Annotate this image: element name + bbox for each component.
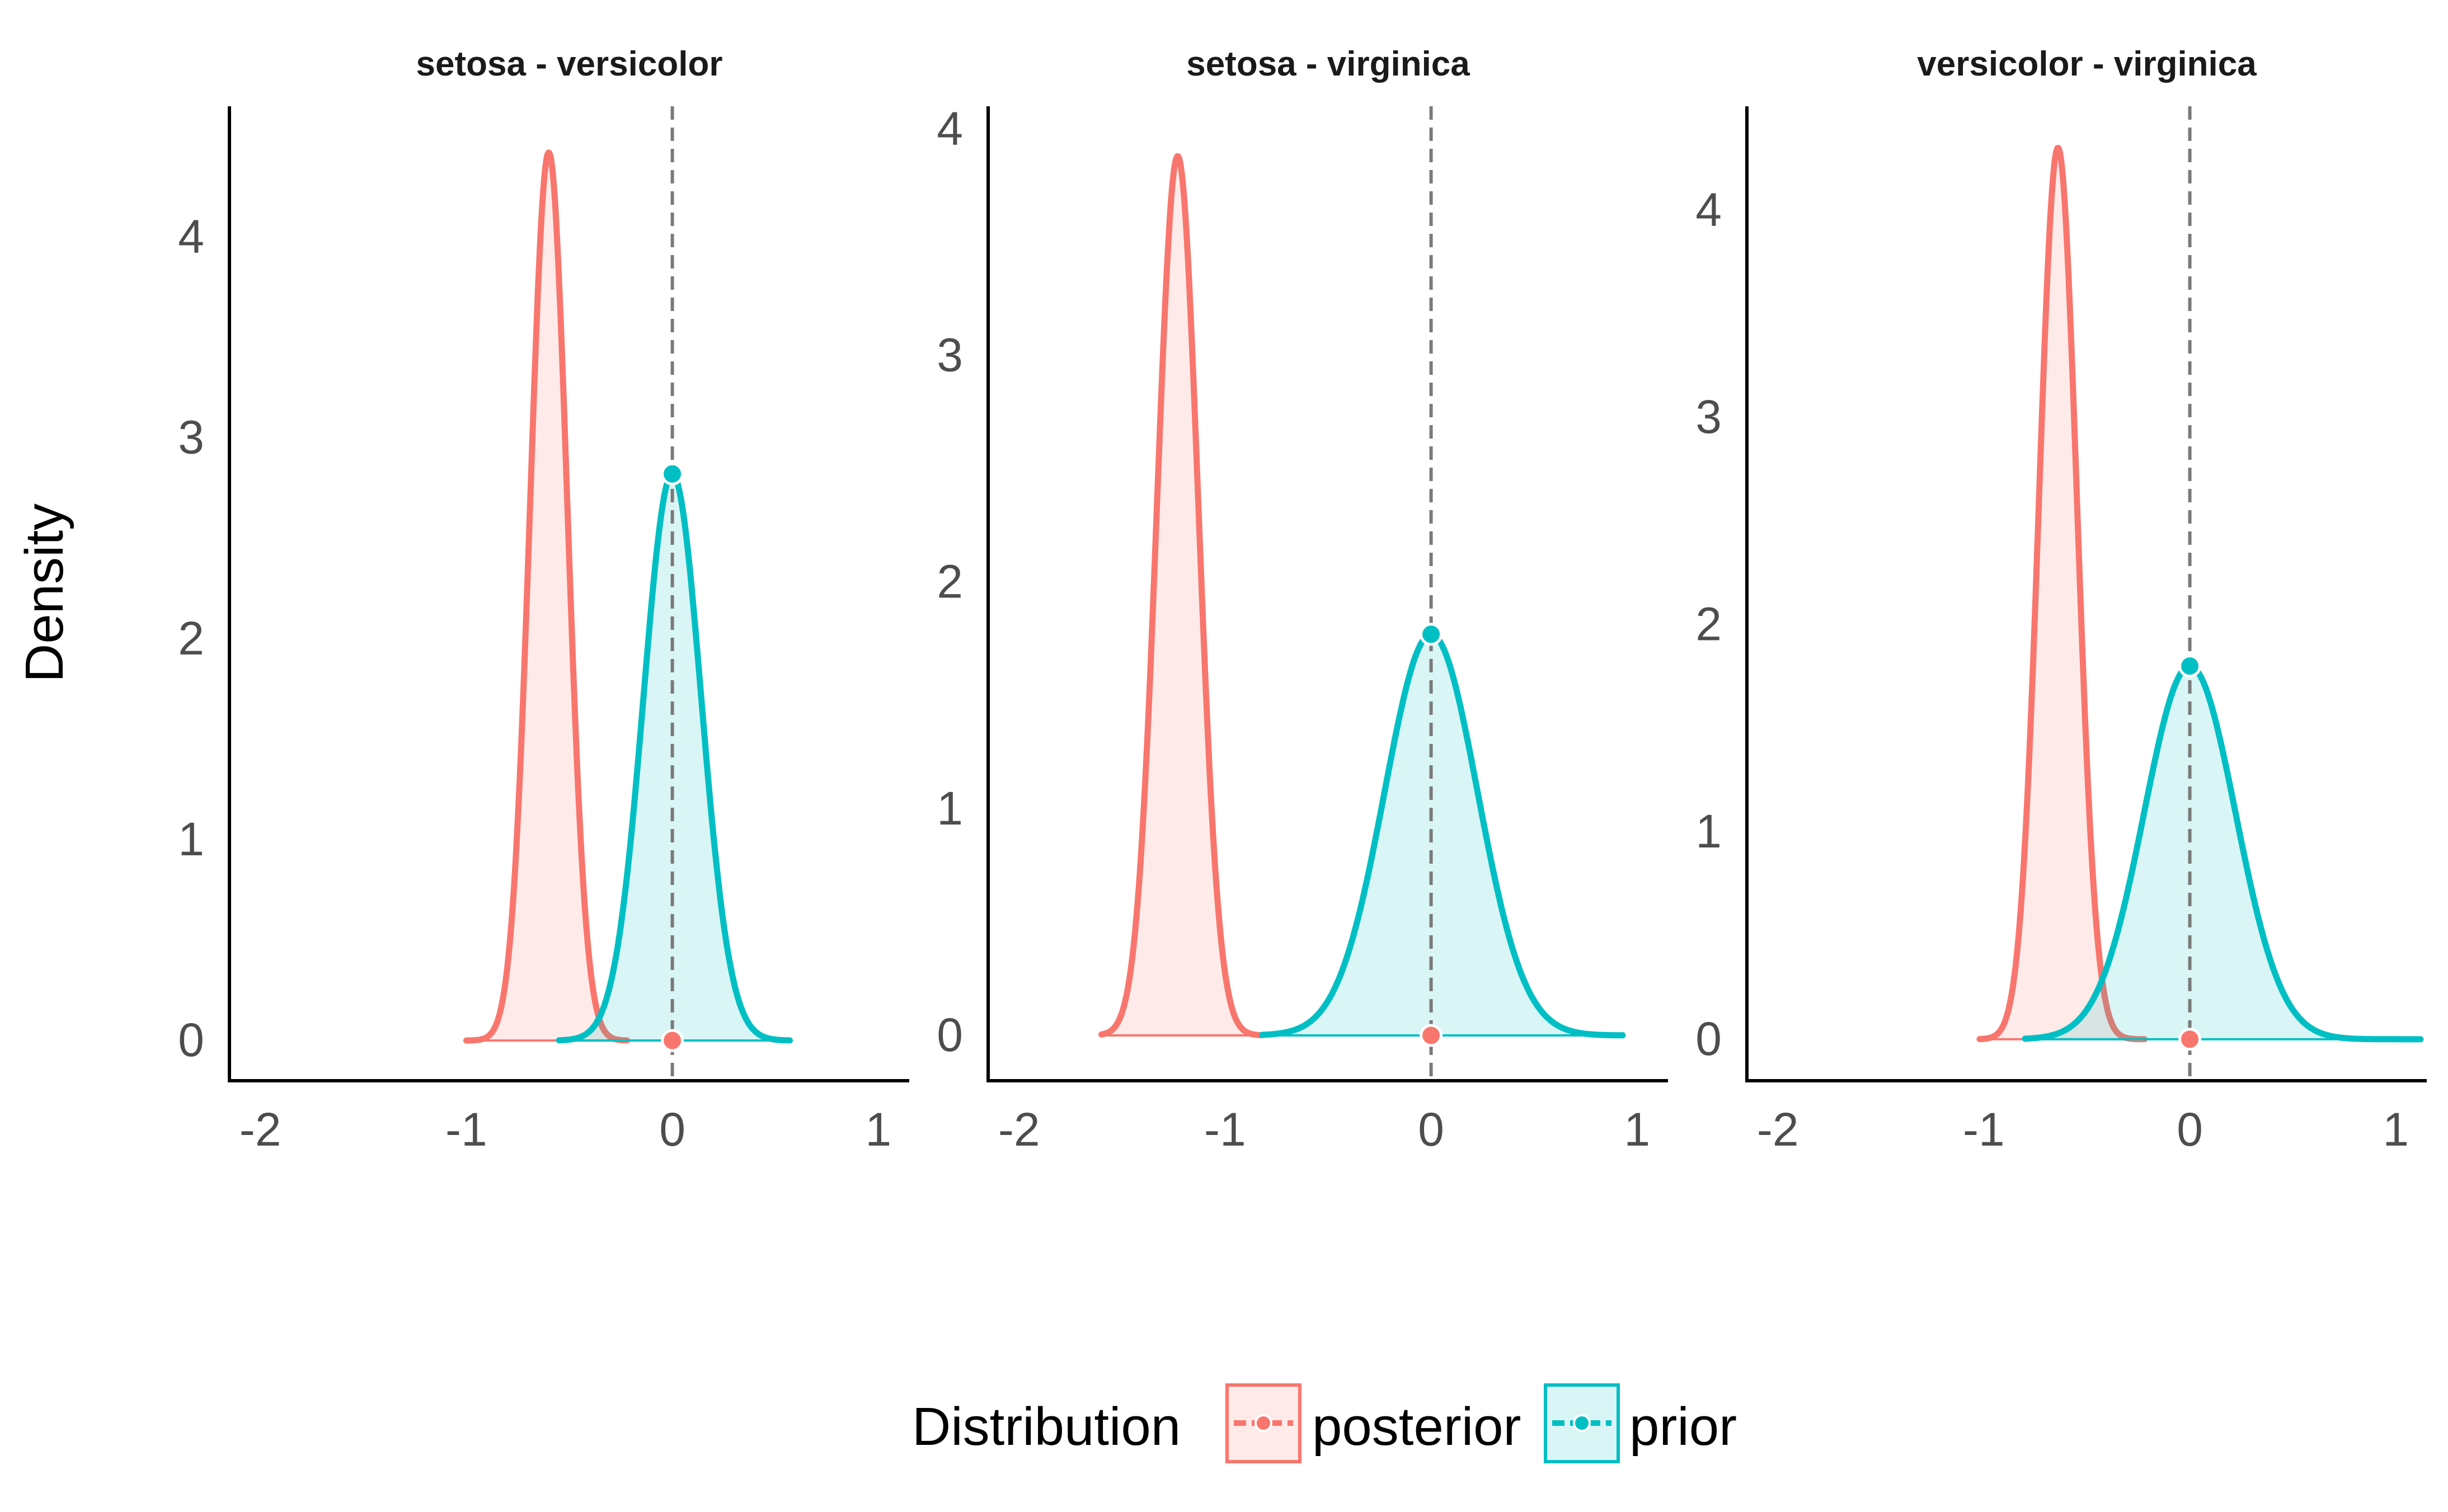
series-prior xyxy=(2022,663,2424,1043)
facet-panel: setosa - virginica 0 1 2 3 4 -2 -1 0 1 xyxy=(937,45,1668,1156)
y-tick-label: 0 xyxy=(1695,1012,1722,1065)
x-tick-label: 0 xyxy=(1418,1103,1444,1156)
facet-panel: versicolor - virginica 0 1 2 3 4 -2 -1 0 1 xyxy=(1695,45,2427,1156)
y-tick-label: 4 xyxy=(178,210,204,262)
point-posterior-at-zero xyxy=(661,1029,684,1052)
series-prior xyxy=(1259,631,1626,1039)
density-area xyxy=(2025,666,2421,1039)
x-tick-label: -1 xyxy=(445,1103,487,1156)
legend-label-posterior: posterior xyxy=(1312,1397,1521,1457)
y-tick-label: 2 xyxy=(1695,598,1722,651)
x-tick-label: 1 xyxy=(2383,1103,2409,1156)
point-prior-at-zero xyxy=(1420,623,1443,646)
x-tick-label: -1 xyxy=(1204,1103,1246,1156)
y-tick-label: 1 xyxy=(1695,805,1722,858)
y-tick-label: 2 xyxy=(937,555,963,608)
x-tick-label: 0 xyxy=(2177,1103,2203,1156)
facet-title: setosa - virginica xyxy=(1186,45,1470,83)
point-prior-at-zero xyxy=(2178,654,2202,678)
density-area xyxy=(1980,148,2145,1039)
y-axis-title: Density xyxy=(15,503,74,682)
legend-key-point-posterior xyxy=(1254,1414,1272,1432)
legend-label-prior: prior xyxy=(1629,1397,1737,1457)
density-curve xyxy=(2022,663,2424,1043)
x-tick-label: -1 xyxy=(1963,1103,2005,1156)
legend-entry-posterior: posterior xyxy=(1225,1383,1521,1463)
y-tick-label: 1 xyxy=(937,782,963,835)
x-tick-label: -2 xyxy=(239,1103,281,1156)
density-area xyxy=(559,474,790,1041)
point-posterior-at-zero xyxy=(1420,1024,1443,1047)
x-tick-label: 1 xyxy=(865,1103,891,1156)
series-prior xyxy=(556,470,793,1044)
legend-entry-prior: prior xyxy=(1544,1383,1737,1463)
y-tick-label: 0 xyxy=(937,1009,963,1061)
x-tick-label: -2 xyxy=(998,1103,1040,1156)
y-tick-label: 0 xyxy=(178,1014,204,1066)
legend-title: Distribution xyxy=(912,1397,1181,1457)
density-curve xyxy=(1976,145,2148,1043)
facet-title: versicolor - virginica xyxy=(1917,45,2257,83)
point-prior-at-zero xyxy=(661,462,684,486)
density-area xyxy=(1262,634,1623,1035)
y-tick-label: 1 xyxy=(178,813,204,865)
density-area xyxy=(466,152,627,1041)
facet-title: setosa - versicolor xyxy=(416,45,723,83)
series-posterior xyxy=(1098,153,1266,1039)
facet-panel: setosa - versicolor 0 1 2 3 4 -2 -1 0 1 xyxy=(178,45,909,1156)
series-posterior xyxy=(463,149,631,1044)
x-tick-label: 1 xyxy=(1624,1103,1650,1156)
legend-key-point-prior xyxy=(1573,1414,1591,1432)
y-tick-label: 3 xyxy=(1695,390,1722,443)
y-tick-label: 4 xyxy=(1695,183,1722,235)
y-tick-label: 2 xyxy=(178,612,204,665)
y-tick-label: 3 xyxy=(937,329,963,381)
point-posterior-at-zero xyxy=(2178,1028,2202,1051)
y-tick-label: 4 xyxy=(937,102,963,155)
x-tick-label: -2 xyxy=(1757,1103,1799,1156)
x-tick-label: 0 xyxy=(659,1103,685,1156)
series-posterior xyxy=(1976,145,2148,1043)
density-area xyxy=(1101,156,1262,1035)
y-tick-label: 3 xyxy=(178,411,204,464)
density-curve xyxy=(1098,153,1266,1039)
density-curve xyxy=(1259,631,1626,1039)
legend: Distribution posterior prior xyxy=(912,1383,1737,1463)
